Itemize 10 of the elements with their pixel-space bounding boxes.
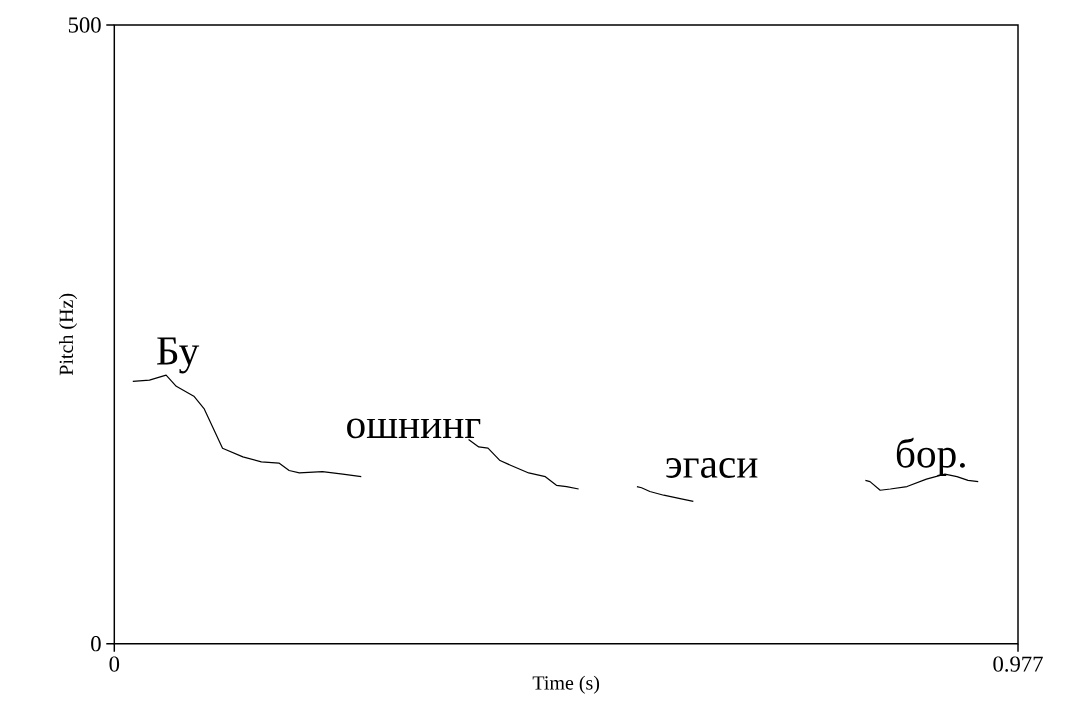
annotation: эгаси bbox=[666, 458, 758, 478]
annotation: ошнинг bbox=[347, 418, 481, 439]
annotation: бор. bbox=[896, 437, 965, 477]
y-axis-title: Pitch (Hz) bbox=[58, 293, 78, 376]
x-tick-label: 0.977 bbox=[993, 656, 1043, 672]
annotation: Бу bbox=[157, 337, 200, 374]
x-axis-title: Time (s) bbox=[532, 675, 600, 694]
line-series bbox=[467, 438, 580, 490]
line-series bbox=[636, 485, 694, 502]
y-tick-label: 500 bbox=[68, 17, 101, 33]
